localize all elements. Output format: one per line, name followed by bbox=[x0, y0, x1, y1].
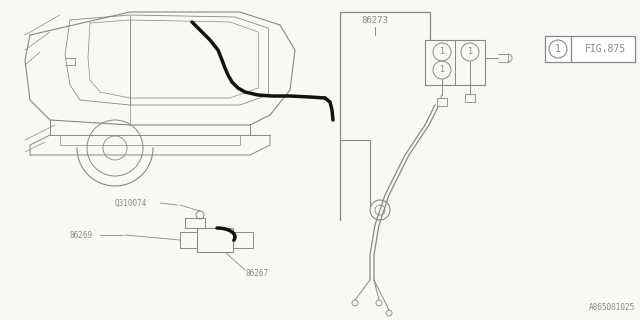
Text: 1: 1 bbox=[440, 47, 445, 57]
Text: 86269: 86269 bbox=[70, 230, 93, 239]
Text: 1: 1 bbox=[555, 44, 561, 54]
Bar bbox=[185, 218, 205, 228]
Text: A865001025: A865001025 bbox=[589, 303, 635, 312]
Text: 86267: 86267 bbox=[245, 269, 268, 278]
Bar bbox=[233, 232, 253, 248]
Text: 1: 1 bbox=[440, 66, 445, 75]
Bar bbox=[180, 232, 197, 248]
Bar bbox=[437, 98, 447, 106]
Text: FIG.875: FIG.875 bbox=[584, 44, 625, 54]
Bar bbox=[465, 94, 475, 102]
Text: Q310074: Q310074 bbox=[115, 198, 147, 207]
Text: 86273: 86273 bbox=[362, 16, 388, 25]
Text: 1: 1 bbox=[467, 47, 472, 57]
Bar bbox=[197, 228, 233, 252]
Bar bbox=[545, 36, 635, 62]
